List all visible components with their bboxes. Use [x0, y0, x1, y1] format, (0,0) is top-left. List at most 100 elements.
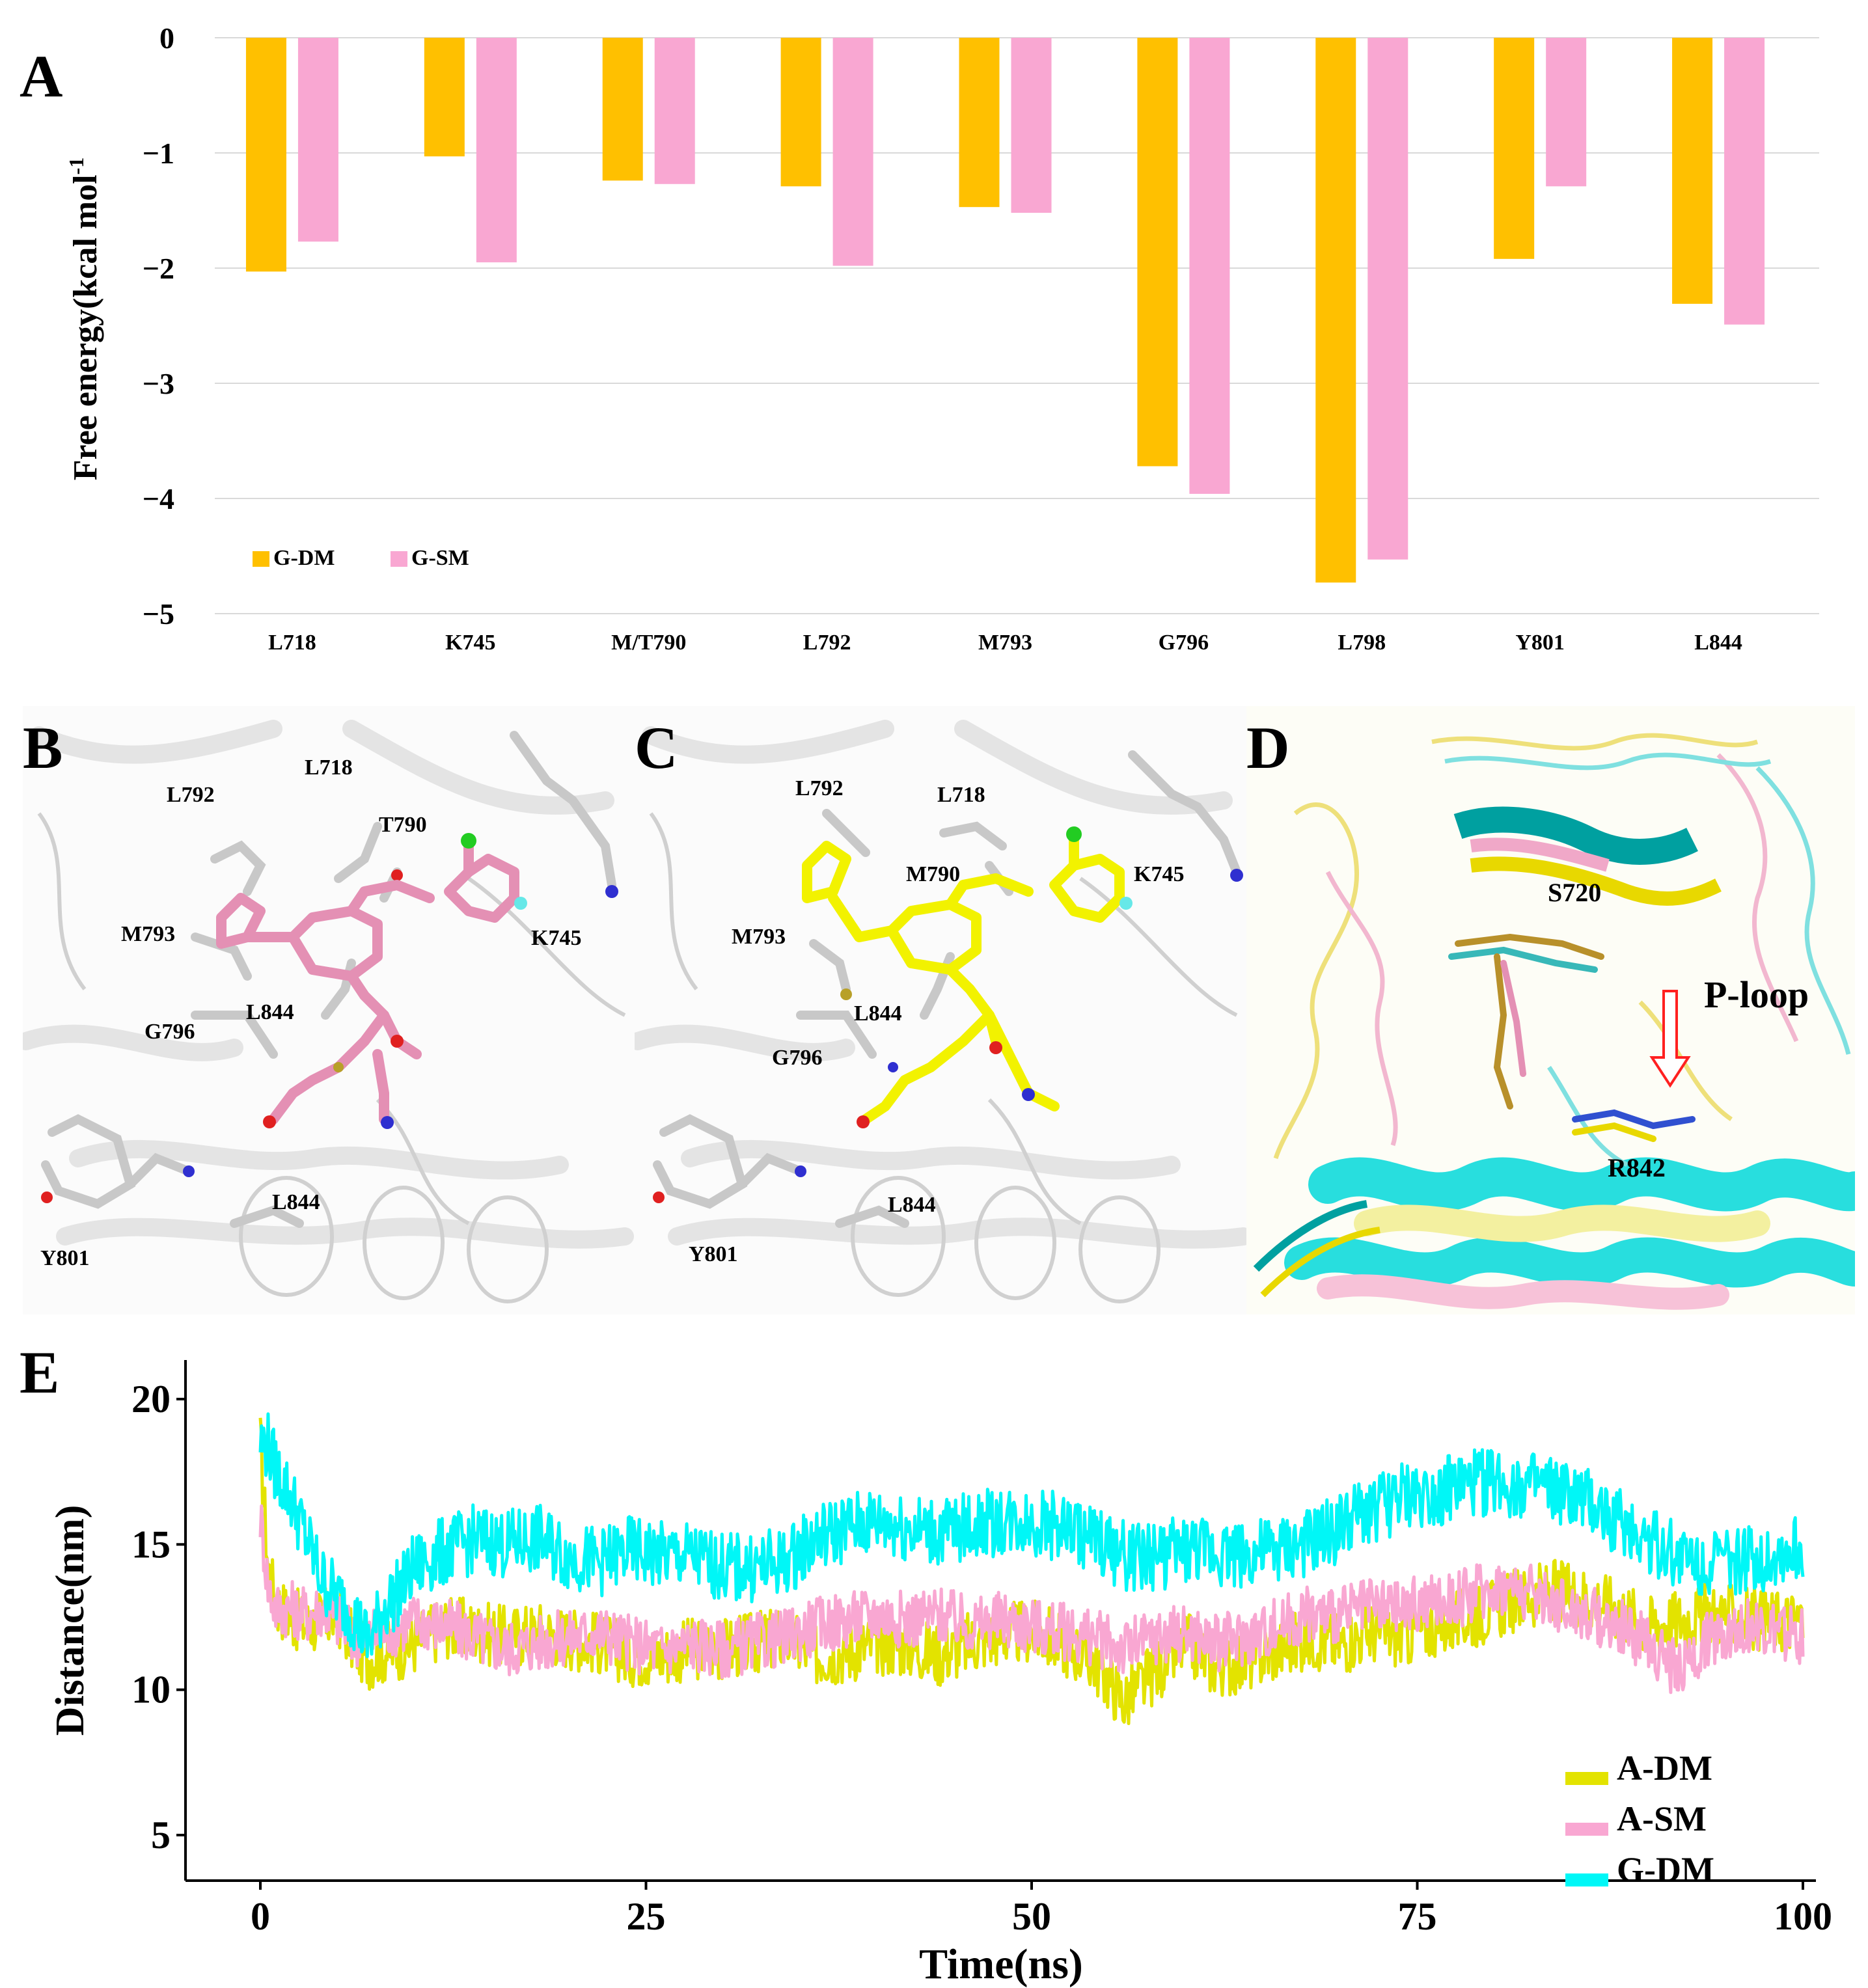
bar-g-sm-g796: [1189, 38, 1230, 494]
legend-label-g-sm: G-SM: [411, 546, 469, 570]
label-b-l718: L718: [305, 756, 353, 780]
bar-g-sm-m-t790: [654, 38, 695, 184]
panel-a-x-tick-label: L792: [803, 631, 851, 655]
panel-a-x-tick-label: L798: [1338, 631, 1386, 655]
bar-g-sm-m793: [1011, 38, 1052, 213]
panel-e-y-tick-label: 15: [131, 1523, 171, 1566]
legend-label-a-sm: A-SM: [1617, 1799, 1707, 1838]
series-line-g-dm: [258, 1412, 1805, 1659]
label-b-l844-upper: L844: [246, 1000, 294, 1024]
legend-label-g-dm: G-DM: [273, 546, 335, 570]
panel-e-y-tick-label: 10: [131, 1668, 171, 1711]
panel-a-bars: [245, 38, 1765, 583]
panel-a-x-tick-label: M793: [978, 631, 1032, 655]
panel-a-y-tick-label: −3: [143, 367, 174, 400]
panel-a-x-tick-label: L718: [268, 631, 316, 655]
label-c-l792: L792: [795, 776, 844, 800]
series-line-a-sm: [258, 1504, 1805, 1695]
bar-g-dm-l792: [780, 38, 821, 187]
bar-g-sm-l792: [832, 38, 873, 266]
panel-e-y-tick-label: 20: [131, 1378, 171, 1421]
panel-a-y-ticks: 0 −1 −2 −3 −4 −5: [143, 21, 174, 631]
legend-swatch-g-sm: [391, 551, 407, 567]
panel-a-x-tick-label: K745: [445, 631, 495, 655]
bar-g-dm-l718: [245, 38, 286, 272]
panel-a-x-tick-label: Y801: [1515, 631, 1565, 655]
label-c-l844-upper: L844: [854, 1001, 902, 1026]
panel-e-x-tick-label: 75: [1398, 1895, 1437, 1938]
panel-e-x-tick-label: 0: [251, 1895, 270, 1938]
legend-swatch-a-dm: [1565, 1772, 1608, 1785]
bar-g-dm-l844: [1672, 38, 1713, 304]
panel-e-x-tick-label: 50: [1012, 1895, 1051, 1938]
bar-g-dm-m793: [959, 38, 1000, 208]
bar-g-sm-l798: [1367, 38, 1408, 560]
label-c-y801: Y801: [689, 1242, 738, 1266]
label-d-p-loop: P-loop: [1704, 974, 1809, 1016]
label-c-l718: L718: [937, 783, 985, 807]
bar-g-dm-l798: [1315, 38, 1356, 583]
legend-label-a-dm: A-DM: [1617, 1749, 1712, 1788]
label-c-g796: G796: [772, 1046, 822, 1070]
panel-e-legend: A-DM A-SM G-DM: [1565, 1749, 1714, 1889]
panel-a-y-tick-label: −4: [143, 482, 174, 515]
label-b-k745: K745: [531, 926, 581, 950]
bar-g-dm-k745: [424, 38, 465, 157]
label-b-l844-lower: L844: [272, 1190, 320, 1214]
panel-a-x-tick-label: G796: [1159, 631, 1209, 655]
label-c-l844-lower: L844: [888, 1193, 936, 1217]
bar-g-sm-l844: [1724, 38, 1765, 325]
panel-a-y-tick-label: −5: [143, 597, 174, 631]
panel-e: E 5 10 15 20 0 25 50 75 100 Distance(nm) Time(n…: [20, 1339, 1832, 1988]
panel-e-x-axis-label: Time(ns): [919, 1940, 1083, 1988]
bar-g-sm-l718: [297, 38, 338, 242]
panel-a-y-tick-label: −1: [143, 137, 174, 170]
panel-a-y-axis-label: Free energy(kcal mol-1: [64, 157, 104, 480]
legend-swatch-g-dm: [253, 551, 269, 567]
panel-d-structure-image: D S720 P-loop R842: [1246, 706, 1855, 1314]
panel-e-y-axis-label: Distance(nm): [48, 1505, 92, 1736]
panel-e-x-ticks: 0 25 50 75 100: [251, 1881, 1832, 1938]
panel-label-c: C: [635, 715, 678, 781]
bar-g-sm-y801: [1546, 38, 1587, 187]
label-c-m793: M793: [732, 925, 786, 949]
bar-g-dm-g796: [1137, 38, 1178, 467]
panel-c-protein-background: [635, 706, 1246, 1314]
panel-e-y-ticks: 5 10 15 20: [131, 1378, 185, 1857]
panel-label-b: B: [23, 715, 62, 781]
panel-e-x-tick-label: 25: [627, 1895, 666, 1938]
label-c-k745: K745: [1134, 862, 1184, 886]
panel-a: A 0 −1 −2 −3 −4 −5 L718 K745 M/T790 L792 M793 G796…: [20, 21, 1819, 655]
red-arrow-icon: [1649, 990, 1691, 1088]
panel-a-x-tick-label: M/T790: [611, 631, 686, 655]
panel-c-structure-image: C L792 L718 M790 K745 M793 L844 G796 L84…: [635, 706, 1246, 1314]
label-b-l792: L792: [167, 783, 215, 807]
legend-label-g-dm: G-DM: [1617, 1850, 1714, 1889]
label-b-y801: Y801: [40, 1246, 90, 1270]
panel-e-x-tick-label: 100: [1774, 1895, 1832, 1938]
panel-a-x-ticks: L718 K745 M/T790 L792 M793 G796 L798 Y801 L844: [268, 631, 1742, 655]
legend-swatch-a-sm: [1565, 1823, 1608, 1836]
legend-swatch-g-dm: [1565, 1873, 1608, 1886]
label-b-m793: M793: [121, 922, 175, 946]
label-d-s720: S720: [1548, 878, 1601, 907]
panel-e-y-tick-label: 5: [151, 1814, 171, 1857]
panel-e-series: [258, 1412, 1805, 1725]
panel-label-a: A: [20, 43, 62, 109]
bar-g-sm-k745: [476, 38, 517, 263]
panel-a-x-tick-label: L844: [1694, 631, 1742, 655]
bar-g-dm-y801: [1494, 38, 1535, 259]
panel-b-protein-background: [23, 706, 635, 1314]
label-c-m790: M790: [906, 862, 960, 886]
panel-a-y-tick-label: 0: [159, 21, 174, 55]
panel-a-y-tick-label: −2: [143, 252, 174, 285]
panel-label-d: D: [1246, 715, 1289, 781]
label-d-r842: R842: [1608, 1153, 1666, 1182]
panel-label-e: E: [20, 1339, 59, 1406]
panel-a-legend: G-DM G-SM: [253, 546, 469, 570]
panel-d-superposition-background: [1246, 706, 1855, 1314]
label-b-t790: T790: [379, 813, 427, 837]
label-b-g796: G796: [144, 1020, 195, 1044]
panel-b-structure-image: B L792 L718 T790 M793 K745 L844 G796 L84…: [23, 706, 635, 1314]
